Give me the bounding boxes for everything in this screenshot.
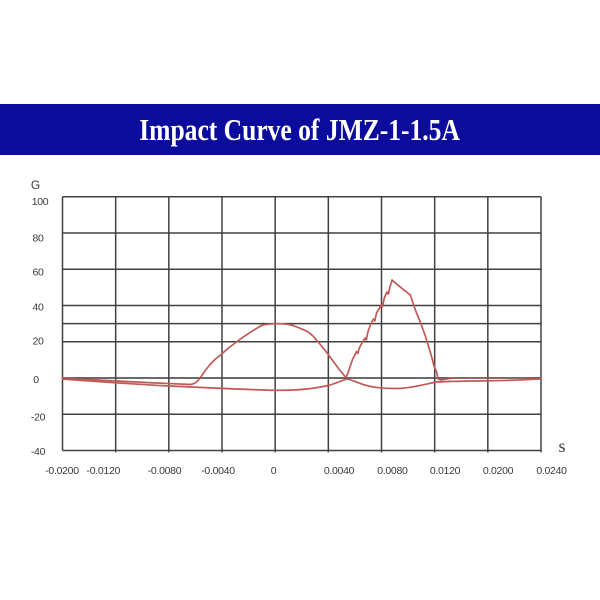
svg-text:-20: -20 (31, 412, 46, 424)
svg-text:60: 60 (32, 267, 44, 279)
svg-text:-0.0200: -0.0200 (45, 465, 79, 477)
svg-text:80: 80 (32, 233, 44, 245)
svg-text:0.0040: 0.0040 (324, 465, 355, 477)
svg-text:20: 20 (32, 336, 44, 348)
svg-text:40: 40 (32, 302, 44, 314)
svg-text:0.0120: 0.0120 (430, 465, 461, 477)
svg-text:G: G (31, 178, 40, 192)
svg-text:100: 100 (32, 196, 49, 208)
svg-text:-0.0080: -0.0080 (148, 465, 182, 477)
svg-text:0.0240: 0.0240 (536, 465, 567, 477)
svg-text:0: 0 (33, 374, 39, 386)
svg-text:s: s (559, 436, 566, 456)
svg-text:-0.0040: -0.0040 (201, 465, 235, 477)
svg-text:-40: -40 (31, 446, 46, 458)
svg-text:0.0080: 0.0080 (377, 465, 408, 477)
svg-text:0.0200: 0.0200 (483, 465, 514, 477)
svg-text:0: 0 (271, 465, 277, 477)
svg-text:-0.0120: -0.0120 (87, 465, 121, 477)
